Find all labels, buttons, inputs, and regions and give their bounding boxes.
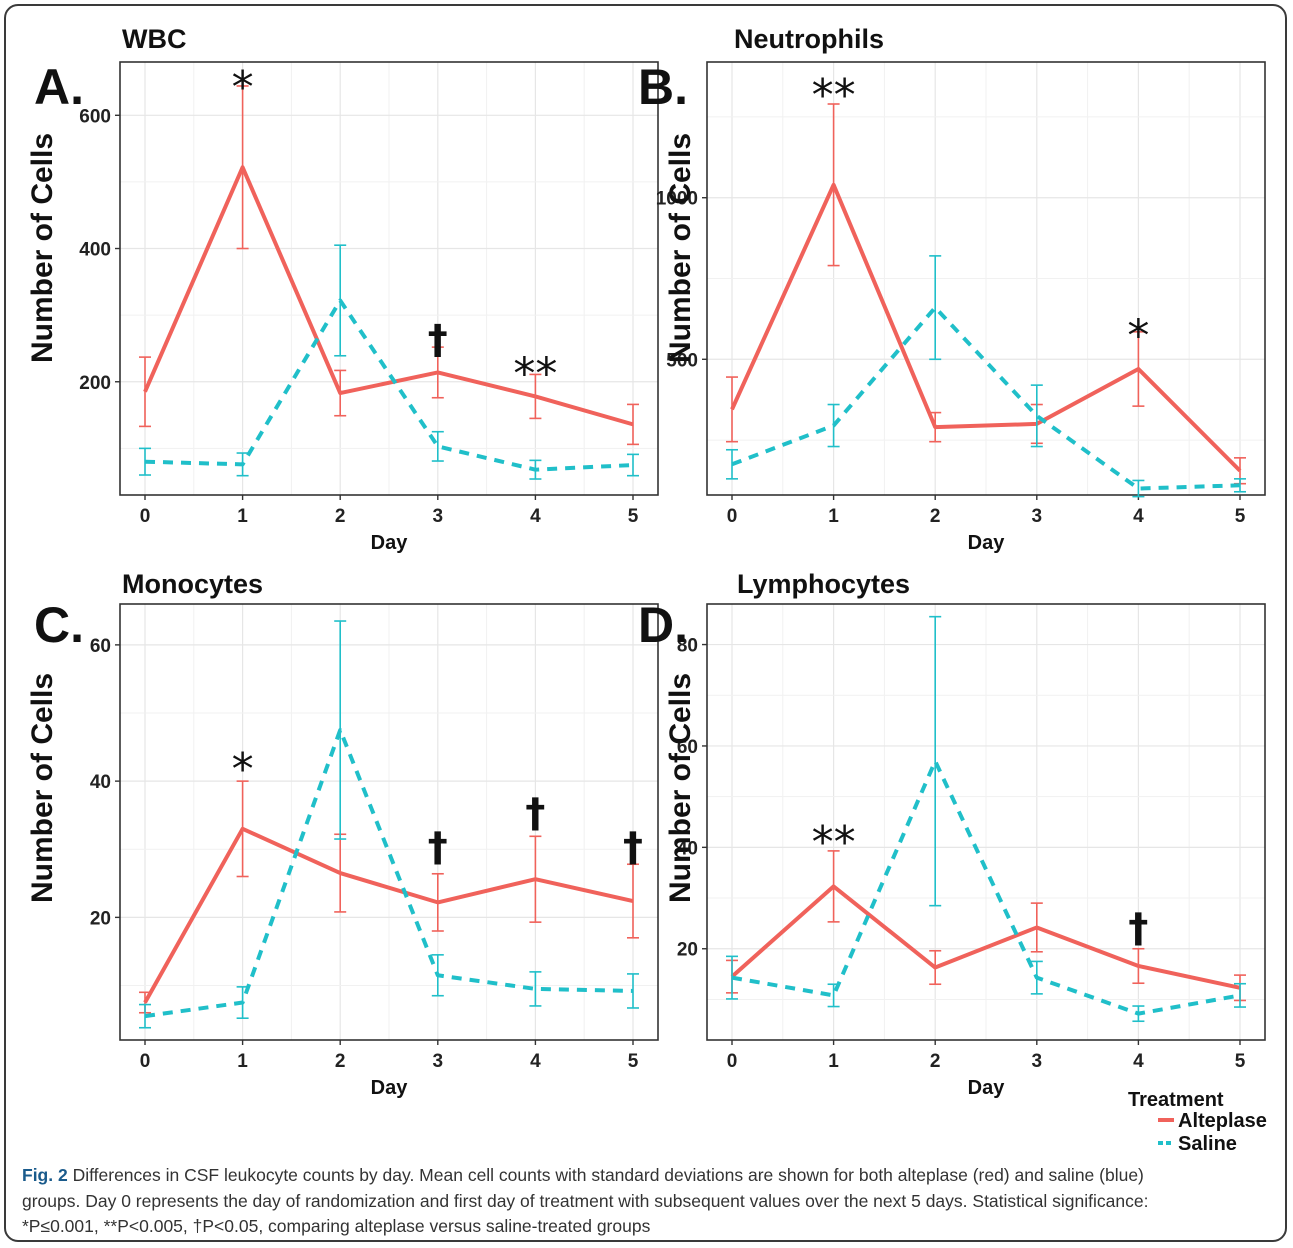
y-tick-label: 60 [677,737,698,758]
x-axis-title: Day [371,532,409,554]
x-tick-label: 2 [930,1051,941,1072]
panel-letter: C. [34,597,84,653]
x-tick-label: 0 [140,1051,151,1072]
panel-letter: B. [638,59,688,115]
x-tick-label: 4 [1133,1051,1144,1072]
panel-title: Lymphocytes [737,569,910,599]
x-tick-label: 0 [727,506,738,527]
x-tick-label: 4 [530,506,541,527]
y-tick-label: 40 [90,772,111,793]
caption-label: Fig. 2 [22,1165,68,1185]
x-tick-label: 3 [1032,506,1043,527]
y-tick-label: 200 [79,373,111,394]
series-line [730,884,1241,990]
y-axis-title: Number of Cells [664,133,697,363]
caption-text-1: Differences in CSF leukocyte counts by d… [72,1165,1144,1185]
x-tick-label: 5 [628,506,639,527]
figure-frame [4,4,1287,1242]
significance-marker: ** [812,70,856,121]
significance-marker: † [525,790,545,836]
panel-title: Monocytes [122,569,263,599]
caption-line-3: *P≤0.001, **P<0.005, †P<0.05, comparing … [22,1216,651,1236]
x-tick-label: 0 [140,506,151,527]
y-tick-label: 500 [666,350,698,371]
series-line [731,759,1241,1016]
significance-marker: * [1127,311,1149,362]
x-tick-label: 1 [828,1051,839,1072]
y-tick-label: 80 [677,636,698,657]
legend-label: Saline [1178,1133,1237,1155]
series-saline [139,620,639,1029]
y-tick-label: 60 [90,636,111,657]
chart-panel-2: 500 1000 0 1 2 3 4 5 Day Number of Cells Neutrophi… [638,24,1266,554]
x-tick-label: 3 [433,1051,444,1072]
x-tick-label: 4 [1133,506,1144,527]
y-tick-label: 20 [90,908,111,929]
series-saline [726,255,1246,498]
significance-marker: † [428,824,448,870]
plot-border [119,61,659,496]
significance-marker: † [623,824,643,870]
panel-title: WBC [122,24,186,54]
x-tick-label: 2 [930,506,941,527]
x-tick-label: 1 [828,506,839,527]
series-line [143,826,634,1004]
chart-panel-4: 20 40 60 80 0 1 2 3 4 5 Day Number of Cells Lymphocy… [638,569,1266,1099]
y-tick-label: 400 [79,240,111,261]
chart-panel-3: 20 40 60 0 1 2 3 4 5 Day Number of Cells Monocytes C… [26,569,659,1099]
y-tick-label: 1000 [656,189,698,210]
x-axis-title: Day [968,1077,1006,1099]
plot-border [706,603,1266,1041]
significance-marker: * [232,62,254,113]
x-tick-label: 0 [727,1051,738,1072]
series-alteplase [139,780,639,1014]
caption-line-1: Fig. 2 Differences in CSF leukocyte coun… [22,1165,1144,1186]
x-axis-title: Day [371,1077,409,1099]
significance-marker: * [232,744,254,795]
series-line [143,165,634,427]
series-line [731,305,1241,491]
legend-title: Treatment [1128,1089,1224,1111]
series-saline [726,615,1246,1023]
chart-panel-1: 200 400 600 0 1 2 3 4 5 Day Number of Cells WBC A. * †… [26,24,659,554]
y-axis-title: Number of Cells [26,133,59,363]
panel-letter: A. [34,59,84,115]
x-tick-label: 3 [433,506,444,527]
significance-marker: ** [513,348,557,399]
x-tick-label: 3 [1032,1051,1043,1072]
significance-marker: † [1128,905,1148,951]
x-tick-label: 5 [1235,1051,1246,1072]
x-axis-title: Day [968,532,1006,554]
series-alteplase [139,85,639,446]
panel-title: Neutrophils [734,24,884,54]
panel-letter: D. [638,597,688,653]
y-axis-title: Number of Cells [26,673,59,903]
plot-border [706,61,1266,496]
significance-marker: † [428,317,448,363]
significance-marker: ** [812,817,856,868]
y-tick-label: 40 [677,838,698,859]
x-tick-label: 2 [335,1051,346,1072]
x-tick-label: 1 [237,506,248,527]
series-saline [139,244,639,480]
x-tick-label: 2 [335,506,346,527]
y-tick-label: 600 [79,106,111,127]
x-tick-label: 4 [530,1051,541,1072]
plot-border [119,603,659,1041]
y-axis-title: Number of Cells [664,673,697,903]
x-tick-label: 1 [237,1051,248,1072]
series-line [144,298,634,472]
series-line [730,182,1242,473]
x-tick-label: 5 [1235,506,1246,527]
legend-label: Alteplase [1178,1110,1267,1132]
y-tick-label: 20 [677,940,698,961]
figure-caption: Fig. 2 Differences in CSF leukocyte coun… [0,1155,1293,1245]
caption-line-2: groups. Day 0 represents the day of rand… [22,1191,1149,1211]
x-tick-label: 5 [628,1051,639,1072]
